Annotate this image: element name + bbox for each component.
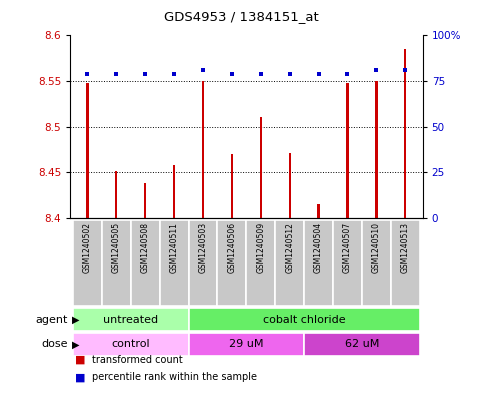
Text: ■: ■: [75, 372, 85, 382]
Bar: [159, 220, 188, 306]
Text: GSM1240505: GSM1240505: [112, 222, 121, 274]
Text: dose: dose: [41, 339, 68, 349]
Point: [401, 67, 409, 73]
Bar: [260, 118, 262, 218]
Text: percentile rank within the sample: percentile rank within the sample: [92, 372, 257, 382]
Bar: [115, 171, 117, 218]
Bar: [173, 165, 175, 218]
Point: [142, 70, 149, 77]
Bar: [188, 220, 217, 306]
Text: GSM1240510: GSM1240510: [372, 222, 381, 273]
Bar: [231, 154, 233, 218]
Bar: [275, 220, 304, 306]
Bar: [288, 153, 291, 218]
Text: GSM1240509: GSM1240509: [256, 222, 265, 274]
Bar: [346, 83, 349, 218]
Bar: [188, 308, 420, 331]
Point: [372, 67, 380, 73]
Point: [257, 70, 265, 77]
Bar: [202, 81, 204, 218]
Text: agent: agent: [35, 314, 68, 325]
Bar: [102, 220, 131, 306]
Bar: [404, 49, 406, 218]
Text: transformed count: transformed count: [92, 354, 183, 365]
Text: 62 uM: 62 uM: [345, 339, 379, 349]
Bar: [304, 333, 420, 356]
Bar: [73, 220, 102, 306]
Text: GSM1240508: GSM1240508: [141, 222, 150, 273]
Bar: [304, 220, 333, 306]
Point: [84, 70, 91, 77]
Bar: [246, 220, 275, 306]
Text: GDS4953 / 1384151_at: GDS4953 / 1384151_at: [164, 10, 319, 23]
Bar: [375, 81, 378, 218]
Text: ▶: ▶: [71, 339, 79, 349]
Text: GSM1240512: GSM1240512: [285, 222, 294, 273]
Text: ■: ■: [75, 354, 85, 365]
Bar: [73, 333, 188, 356]
Bar: [144, 183, 146, 218]
Text: untreated: untreated: [103, 314, 158, 325]
Text: control: control: [112, 339, 150, 349]
Text: cobalt chloride: cobalt chloride: [263, 314, 345, 325]
Bar: [86, 83, 88, 218]
Text: GSM1240502: GSM1240502: [83, 222, 92, 273]
Text: GSM1240504: GSM1240504: [314, 222, 323, 274]
Point: [113, 70, 120, 77]
Point: [286, 70, 294, 77]
Bar: [73, 308, 188, 331]
Bar: [391, 220, 420, 306]
Point: [228, 70, 236, 77]
Text: ▶: ▶: [71, 314, 79, 325]
Bar: [188, 333, 304, 356]
Bar: [131, 220, 159, 306]
Text: GSM1240507: GSM1240507: [343, 222, 352, 274]
Point: [199, 67, 207, 73]
Bar: [217, 220, 246, 306]
Point: [170, 70, 178, 77]
Text: GSM1240513: GSM1240513: [401, 222, 410, 273]
Bar: [317, 204, 320, 218]
Text: GSM1240506: GSM1240506: [227, 222, 236, 274]
Text: GSM1240511: GSM1240511: [170, 222, 179, 273]
Bar: [362, 220, 391, 306]
Point: [315, 70, 323, 77]
Bar: [333, 220, 362, 306]
Point: [343, 70, 351, 77]
Text: GSM1240503: GSM1240503: [199, 222, 208, 274]
Text: 29 uM: 29 uM: [229, 339, 264, 349]
